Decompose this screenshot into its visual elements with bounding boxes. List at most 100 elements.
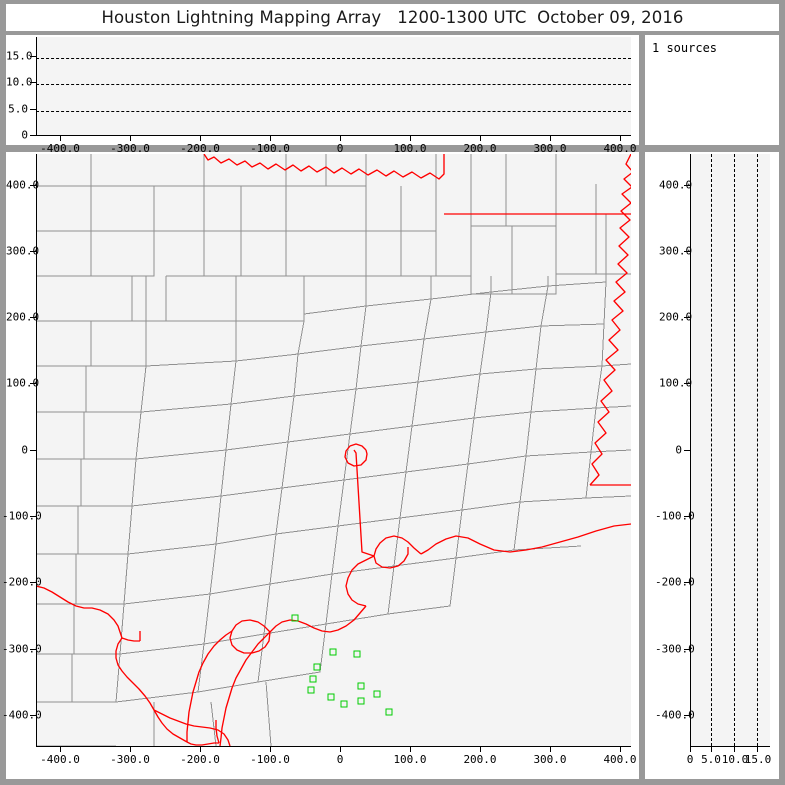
- map-ytick-label-m300: -300.0: [2, 642, 42, 656]
- gridline-y-5: [36, 111, 631, 112]
- hist-ytick-m200: [684, 582, 691, 584]
- map-xtick-label-m200: -200.0: [180, 753, 220, 766]
- map-xtick-300: [550, 746, 552, 752]
- ytick-label-5: 5.0: [8, 102, 28, 116]
- lma-station-marker[interactable]: [329, 648, 337, 656]
- lma-station-marker[interactable]: [313, 663, 321, 671]
- map-xtick-label-m300: -300.0: [110, 753, 150, 766]
- map-geography: [36, 154, 631, 746]
- xtick-200: [480, 135, 482, 141]
- xtick-label-m300: -300.0: [110, 142, 150, 155]
- lma-station-marker[interactable]: [373, 690, 381, 698]
- xtick-400: [620, 135, 622, 141]
- gridline-y-10: [36, 84, 631, 85]
- ytick-5: [30, 109, 37, 111]
- hist-ytick-100: [684, 383, 691, 385]
- lma-station-marker[interactable]: [327, 693, 335, 701]
- hist-ytick-0: [684, 450, 691, 452]
- altitude-histogram-panel[interactable]: 400.0 300.0 200.0 100.0 0 -100.0 -200.0 …: [645, 152, 779, 779]
- map-ytick-label-100: 100.0: [6, 376, 40, 390]
- xtick-label-400: 400.0: [603, 142, 637, 155]
- xtick-0: [340, 135, 342, 141]
- hist-xtick-0: [690, 746, 692, 752]
- hist-ytick-400: [684, 185, 691, 187]
- map-ytick-label-200: 200.0: [6, 310, 40, 324]
- ytick-15: [30, 56, 37, 58]
- lma-station-marker[interactable]: [385, 708, 393, 716]
- lma-station-marker[interactable]: [307, 686, 315, 694]
- ytick-0: [30, 135, 37, 137]
- map-ytick-200: [30, 317, 37, 319]
- xtick-m300: [130, 135, 132, 141]
- map-xtick-label-m400: -400.0: [40, 753, 80, 766]
- gridline-y-15: [36, 58, 631, 59]
- map-xtick-label-300: 300.0: [533, 753, 567, 766]
- map-xtick-label-200: 200.0: [463, 753, 497, 766]
- xtick-label-m400: -400.0: [40, 142, 80, 155]
- lma-station-marker[interactable]: [309, 675, 317, 683]
- top-panel-y-axis: [36, 37, 38, 135]
- xtick-m200: [200, 135, 202, 141]
- hist-xtick-5: [711, 746, 713, 752]
- lma-station-marker[interactable]: [340, 700, 348, 708]
- map-ytick-100: [30, 383, 37, 385]
- altitude-time-panel[interactable]: 15.0 10.0 5.0 0 -400.0 -300.0 -200.0 -10…: [6, 35, 639, 155]
- ytick-label-10: 10.0: [6, 75, 33, 89]
- hist-xtick-15: [757, 746, 759, 752]
- hist-ytick-label-m100: -100.0: [655, 509, 695, 523]
- lma-station-marker[interactable]: [353, 650, 361, 658]
- hist-ytick-label-m300: -300.0: [655, 642, 695, 656]
- ytick-label-15: 15.0: [6, 49, 33, 63]
- gridline-x-10: [734, 154, 735, 746]
- hist-xtick-label-0: 0: [686, 753, 694, 766]
- hist-xtick-label-15: 15.0: [744, 753, 772, 766]
- ytick-label-0: 0: [21, 128, 28, 142]
- map-xtick-label-100: 100.0: [393, 753, 427, 766]
- xtick-label-m200: -200.0: [180, 142, 220, 155]
- top-panel-x-axis: [36, 135, 631, 137]
- map-ytick-m300: [30, 649, 37, 651]
- map-ytick-0: [30, 450, 37, 452]
- map-xtick-m400: [60, 746, 62, 752]
- xtick-label-300: 300.0: [533, 142, 567, 155]
- map-xtick-100: [410, 746, 412, 752]
- map-ytick-label-300: 300.0: [6, 244, 40, 258]
- state-and-coast-borders: [36, 154, 631, 746]
- map-ytick-400: [30, 185, 37, 187]
- hist-x-axis: [690, 746, 770, 748]
- map-xtick-400: [620, 746, 622, 752]
- source-count-panel: 1 sources: [645, 35, 779, 145]
- lma-station-marker[interactable]: [291, 614, 299, 622]
- hist-ytick-label-0: 0: [675, 443, 682, 457]
- map-plot-area[interactable]: [36, 154, 631, 746]
- hist-ytick-label-m200: -200.0: [655, 575, 695, 589]
- hist-xtick-10: [734, 746, 736, 752]
- plan-view-map-panel[interactable]: 400.0 300.0 200.0 100.0 0 -100.0 -200.0 …: [2, 152, 639, 779]
- xtick-100: [410, 135, 412, 141]
- map-ytick-m100: [30, 516, 37, 518]
- hist-ytick-label-200: 200.0: [659, 310, 693, 324]
- hist-xtick-label-5: 5.0: [701, 753, 721, 766]
- xtick-300: [550, 135, 552, 141]
- map-xtick-m100: [270, 746, 272, 752]
- xtick-label-m100: -100.0: [250, 142, 290, 155]
- hist-ytick-m400: [684, 715, 691, 717]
- lma-station-marker[interactable]: [357, 682, 365, 690]
- gridline-x-15: [757, 154, 758, 746]
- hist-ytick-m300: [684, 649, 691, 651]
- page-title: Houston Lightning Mapping Array 1200-130…: [101, 8, 684, 27]
- hist-ytick-300: [684, 251, 691, 253]
- lma-station-marker[interactable]: [357, 697, 365, 705]
- source-count-label: 1 sources: [652, 41, 718, 55]
- map-xtick-0: [340, 746, 342, 752]
- altitude-time-plot-area[interactable]: [36, 37, 631, 135]
- map-ytick-label-m100: -100.0: [2, 509, 42, 523]
- altitude-histogram-plot-area[interactable]: [690, 154, 770, 746]
- map-ytick-label-400: 400.0: [6, 178, 40, 192]
- xtick-label-100: 100.0: [393, 142, 427, 155]
- map-xtick-m200: [200, 746, 202, 752]
- hist-ytick-m100: [684, 516, 691, 518]
- hist-ytick-label-m400: -400.0: [655, 708, 695, 722]
- county-borders: [36, 154, 631, 746]
